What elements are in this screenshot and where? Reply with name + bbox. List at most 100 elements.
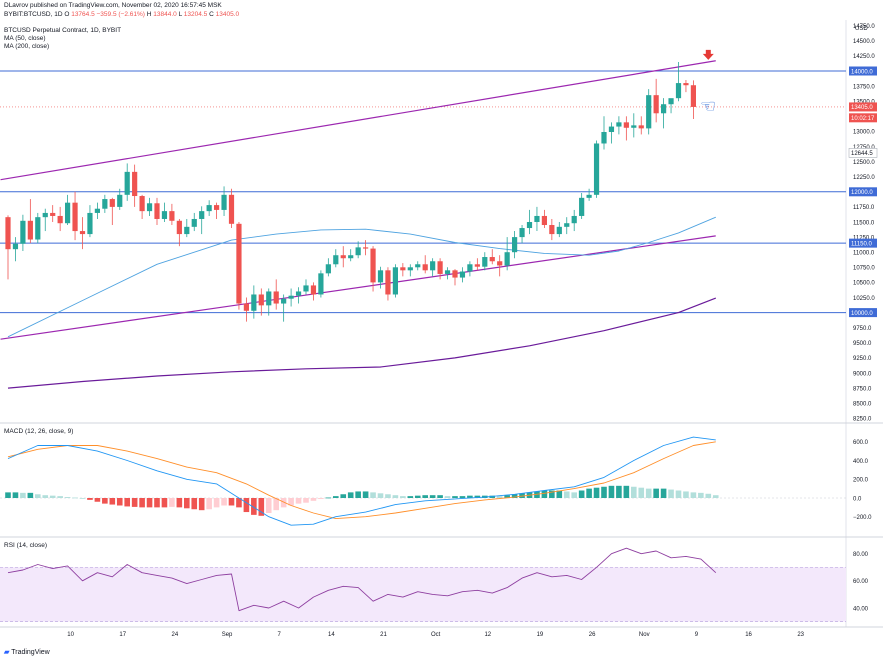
candle-body[interactable] [497,261,503,266]
candle-body[interactable] [430,261,436,271]
candle-body[interactable] [675,83,682,99]
candle-body[interactable] [161,211,168,219]
candle-body[interactable] [579,197,585,216]
rsi-line[interactable] [7,547,717,612]
ma200-line[interactable] [7,297,717,389]
price-axis[interactable]: 14750.014500.014250.014000.013750.013500… [848,24,878,612]
candle-body[interactable] [281,298,287,304]
candle-body[interactable] [459,271,466,278]
candle-body[interactable] [586,194,592,198]
candle-body[interactable] [214,205,220,210]
candle-body[interactable] [623,122,629,128]
candle-body[interactable] [169,211,175,221]
candle-body[interactable] [467,264,473,272]
candle-body[interactable] [102,199,108,209]
candle-body[interactable] [124,171,130,195]
candle-body[interactable] [303,285,309,292]
candle-body[interactable] [72,202,78,232]
candle-body[interactable] [251,294,257,311]
candle-body[interactable] [57,215,63,224]
candle-body[interactable] [668,98,674,105]
price-label-tag[interactable] [849,113,877,123]
candle-body[interactable] [35,217,41,240]
candle-body[interactable] [534,215,540,222]
candle-body[interactable] [243,303,249,311]
candle-body[interactable] [20,220,26,244]
price-label-tag[interactable] [849,187,877,197]
candle-body[interactable] [407,267,413,271]
candle-body[interactable] [176,220,182,235]
macd-line[interactable] [7,436,716,526]
candle-body[interactable] [541,215,547,226]
candle-body[interactable] [5,217,11,250]
channel-upper-line[interactable] [0,60,716,181]
candle-body[interactable] [363,247,369,249]
candle-body[interactable] [601,132,607,144]
candle-body[interactable] [191,218,197,227]
candle-body[interactable] [653,95,659,114]
macd-pane[interactable] [0,436,846,526]
macd-signal-line[interactable] [7,441,716,520]
candle-body[interactable] [683,83,689,86]
candle-body[interactable] [236,223,242,304]
candle-body[interactable] [355,247,361,256]
rsi-pane[interactable] [0,547,846,622]
ma50-legend[interactable]: MA (50, close) [4,35,46,42]
candle-body[interactable] [512,237,518,253]
candle-body[interactable] [266,291,272,306]
candle-body[interactable] [593,143,600,195]
candle-body[interactable] [556,226,562,235]
candle-body[interactable] [348,255,354,259]
candle-body[interactable] [422,264,428,271]
candle-body[interactable] [318,273,324,295]
candle-body[interactable] [482,257,488,267]
candle-body[interactable] [377,270,384,283]
price-pane[interactable]: ☜ [0,49,846,389]
ma50-line[interactable] [7,216,716,338]
macd-legend[interactable]: MACD (12, 26, close, 9) [4,428,74,435]
candle-body[interactable] [474,264,480,267]
candle-body[interactable] [94,208,100,213]
candle-body[interactable] [42,212,48,218]
price-label-tag[interactable] [849,238,877,248]
candle-body[interactable] [392,267,398,295]
ma200-legend[interactable]: MA (200, close) [4,43,50,50]
candle-body[interactable] [385,270,391,295]
price-label-tag[interactable] [849,308,877,318]
candle-body[interactable] [79,231,86,235]
candle-body[interactable] [661,104,667,114]
candle-body[interactable] [146,203,153,212]
candle-body[interactable] [437,261,443,274]
candle-body[interactable] [273,291,279,304]
candle-body[interactable] [27,220,33,240]
candle-body[interactable] [87,212,93,235]
rsi-legend[interactable]: RSI (14, close) [4,542,47,549]
candle-body[interactable] [310,285,317,295]
candle-body[interactable] [519,228,525,238]
channel-lower-line[interactable] [0,235,716,340]
candle-body[interactable] [340,255,346,259]
candle-body[interactable] [504,252,510,266]
candle-body[interactable] [184,226,190,235]
candle-body[interactable] [295,291,302,296]
candle-body[interactable] [228,194,235,224]
candle-body[interactable] [139,196,145,212]
candle-body[interactable] [549,225,555,235]
candle-body[interactable] [65,202,71,224]
candle-body[interactable] [526,222,533,229]
candle-body[interactable] [370,248,376,283]
candle-body[interactable] [646,95,652,129]
candle-body[interactable] [444,270,451,274]
candle-body[interactable] [400,267,406,271]
candle-body[interactable] [12,243,19,250]
candle-body[interactable] [206,205,212,212]
candle-body[interactable] [288,295,294,299]
candle-body[interactable] [258,294,264,306]
candle-body[interactable] [452,270,458,278]
candle-body[interactable] [638,125,644,129]
candle-body[interactable] [631,125,637,128]
candle-body[interactable] [50,212,56,216]
candle-body[interactable] [117,194,123,207]
price-label-tag[interactable] [848,148,878,158]
price-label-tag[interactable] [849,102,877,112]
